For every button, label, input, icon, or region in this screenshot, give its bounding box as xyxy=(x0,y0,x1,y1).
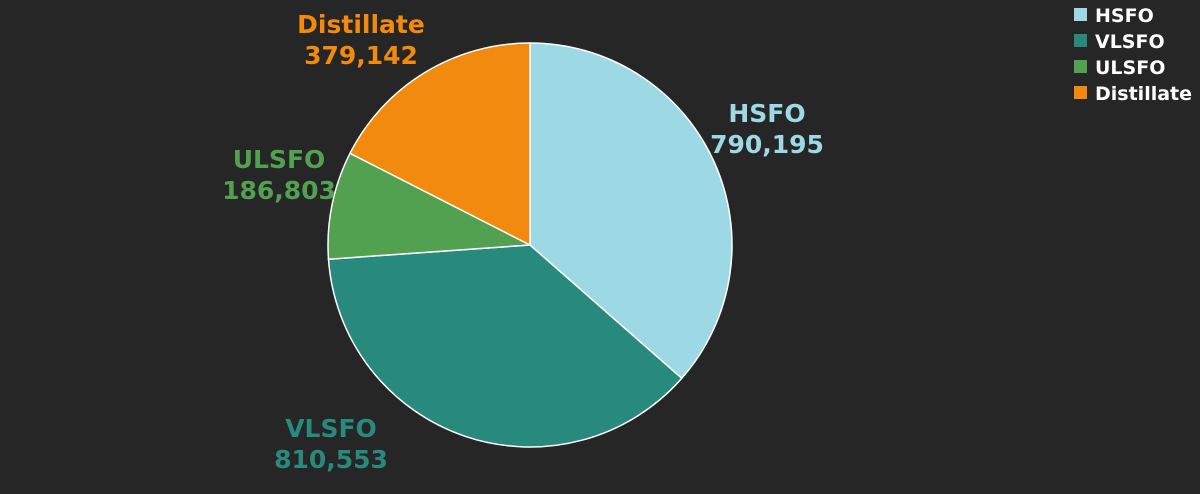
legend: HSFO VLSFO ULSFO Distillate xyxy=(1074,5,1192,105)
legend-swatch-distillate xyxy=(1074,86,1087,99)
slice-label-name-ulsfo: ULSFO xyxy=(233,145,326,174)
slice-label-value-ulsfo: 186,803 xyxy=(222,176,336,205)
legend-label-ulsfo: ULSFO xyxy=(1095,57,1165,79)
legend-label-vlsfo: VLSFO xyxy=(1095,31,1165,53)
slice-label-value-distillate: 379,142 xyxy=(304,41,418,70)
slice-label-name-distillate: Distillate xyxy=(297,10,425,39)
legend-swatch-hsfo xyxy=(1074,8,1087,21)
slice-label-value-hsfo: 790,195 xyxy=(710,130,824,159)
slice-label-name-hsfo: HSFO xyxy=(728,99,805,128)
legend-label-hsfo: HSFO xyxy=(1095,5,1154,27)
legend-swatch-ulsfo xyxy=(1074,60,1087,73)
slice-label-value-vlsfo: 810,553 xyxy=(274,445,388,474)
slice-label-name-vlsfo: VLSFO xyxy=(285,414,377,443)
pie-slices xyxy=(327,42,733,448)
legend-label-distillate: Distillate xyxy=(1095,83,1192,105)
legend-swatch-vlsfo xyxy=(1074,34,1087,47)
pie-slice-distillate xyxy=(349,42,531,247)
pie-slice-vlsfo xyxy=(327,244,683,448)
pie-slice-ulsfo xyxy=(327,152,533,261)
pie-slice-hsfo xyxy=(529,42,733,380)
